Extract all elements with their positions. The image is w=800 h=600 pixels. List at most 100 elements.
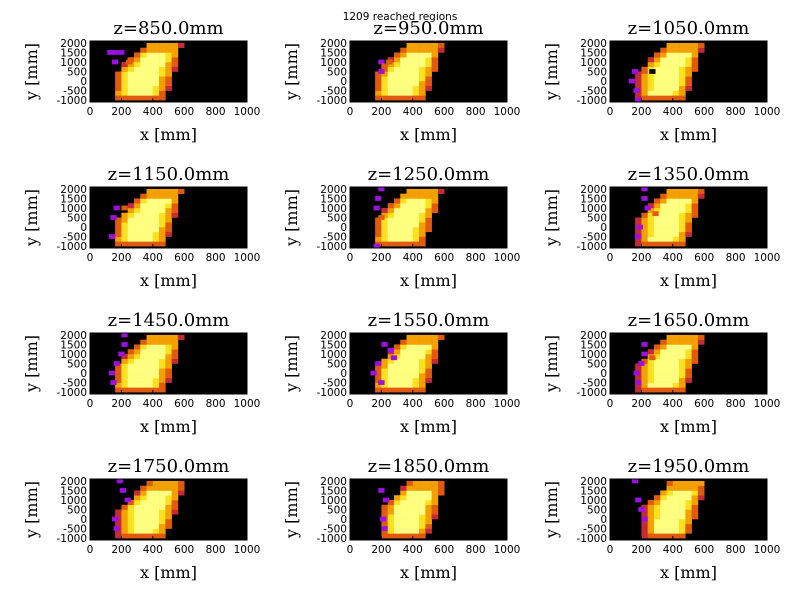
x-tick-label: 400 (403, 398, 423, 410)
heat-cell (647, 523, 655, 529)
heat-cell (140, 81, 147, 87)
heat-cell (679, 528, 686, 534)
x-tick-label: 200 (111, 398, 131, 410)
heatmap-panel: 0 200 400 600 800 1000-1000-50005001000150020… (542, 18, 780, 144)
heat-cell (653, 499, 661, 506)
heat-cell (653, 217, 661, 223)
heat-cell (419, 533, 426, 539)
heat-cell (140, 528, 147, 534)
x-axis-label: x [mm] (400, 271, 457, 290)
heat-cell (165, 81, 172, 87)
heat-cell (653, 495, 661, 501)
heat-cell (121, 382, 128, 388)
heat-cell (140, 193, 147, 199)
heat-cell (387, 509, 395, 515)
panel-title: z=850.0mm (113, 18, 223, 39)
heat-cell (171, 334, 179, 340)
y-axis-label: y [mm] (282, 481, 301, 539)
y-axis-label: y [mm] (542, 43, 561, 101)
heat-cell (647, 71, 655, 77)
heat-cell (425, 523, 432, 529)
panel-title: z=1550.0mm (368, 310, 490, 331)
heat-cell (146, 90, 154, 96)
y-tick-label: 1500 (580, 339, 607, 351)
heat-cell (679, 188, 686, 194)
heat-cell (146, 387, 154, 393)
heat-cell (406, 533, 414, 539)
heat-cell (635, 217, 642, 223)
heat-cell (375, 222, 382, 228)
y-axis-label: y [mm] (22, 335, 41, 393)
heat-cell (378, 69, 385, 74)
heat-cell (672, 344, 680, 350)
heat-cell (171, 52, 179, 58)
heat-cell (121, 95, 128, 101)
heat-cell (638, 507, 645, 512)
y-tick-label: -1000 (576, 387, 607, 399)
heat-cell (115, 90, 122, 96)
heat-cell (425, 203, 432, 209)
heat-cell (381, 519, 388, 525)
heat-cell (146, 353, 154, 360)
heat-cell (140, 368, 147, 374)
heat-cell (121, 504, 128, 510)
heat-cell (115, 368, 122, 374)
heat-cell (115, 85, 122, 91)
heat-cell (691, 207, 699, 214)
x-tick-label: 800 (206, 544, 226, 556)
heat-cell (633, 88, 640, 93)
heat-cell (133, 363, 141, 369)
heat-cell (152, 57, 160, 63)
heat-cell (375, 363, 382, 369)
heat-cell (419, 241, 426, 247)
heat-cell (425, 57, 432, 63)
heat-cell (393, 95, 401, 101)
y-axis-label: y [mm] (22, 189, 41, 247)
heat-cell (666, 339, 674, 345)
heat-cell (406, 490, 414, 496)
heat-cell (133, 490, 141, 496)
heat-cell (647, 212, 655, 218)
heat-cell (140, 227, 147, 233)
heat-cell (685, 353, 692, 360)
x-tick-label: 800 (466, 252, 486, 264)
heatmap-panel: 0 200 400 600 800 1000-1000-50005001000150020… (282, 18, 520, 144)
x-tick-label: 1000 (494, 398, 521, 410)
heat-cell (118, 351, 125, 357)
heat-cell (121, 353, 128, 360)
heat-cell (691, 203, 699, 209)
heat-cell (400, 519, 407, 525)
heat-cell (381, 373, 388, 379)
heat-cell (121, 61, 128, 68)
heat-cell (412, 353, 420, 360)
heat-cell (660, 495, 667, 501)
heat-cell (140, 490, 147, 496)
heat-cell (431, 358, 439, 364)
heat-cell (679, 509, 686, 515)
heat-cell (419, 528, 426, 534)
heat-cell (381, 95, 388, 101)
heat-cell (406, 66, 414, 72)
heat-cell (177, 485, 185, 491)
y-tick-label: 2000 (580, 476, 607, 488)
heat-cell (140, 382, 147, 388)
heat-cell (660, 203, 667, 209)
heat-cell (419, 71, 426, 77)
heat-cell (647, 236, 655, 242)
heat-cell (425, 528, 432, 534)
heat-cell (121, 222, 128, 228)
heat-cell (419, 485, 426, 491)
heat-cell (647, 241, 655, 247)
heat-cell (697, 42, 705, 48)
heat-cell (406, 193, 414, 199)
heat-cell (672, 193, 680, 199)
heat-cell (381, 217, 388, 223)
x-tick-label: 1000 (234, 398, 261, 410)
heat-cell (647, 382, 655, 388)
heat-cell (672, 519, 680, 525)
heat-cell (373, 243, 380, 249)
heat-cell (393, 495, 401, 501)
heat-cell (679, 227, 686, 233)
heat-cell (146, 373, 154, 379)
heat-cell (400, 90, 407, 96)
